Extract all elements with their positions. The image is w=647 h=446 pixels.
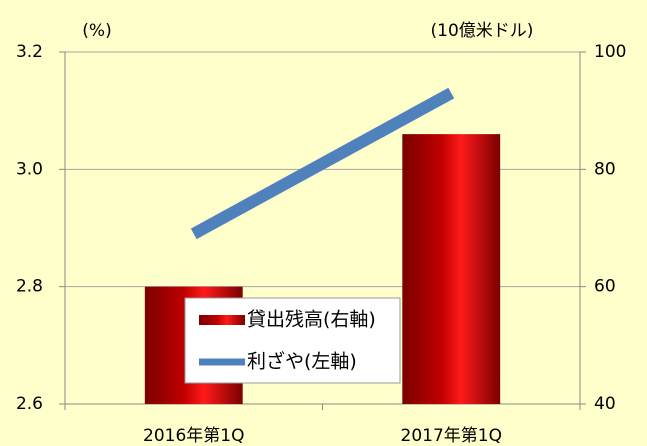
x-tick-label: 2016年第1Q — [143, 426, 244, 446]
y2-tick-label: 80 — [594, 159, 616, 179]
y-tick-label: 2.6 — [16, 394, 43, 414]
line — [190, 87, 455, 240]
y-tick-label: 2.8 — [16, 277, 43, 297]
legend-swatch — [199, 315, 245, 325]
y-axis-label: (%) — [82, 21, 111, 41]
legend-label: 利ざや(左軸) — [247, 350, 357, 373]
y2-tick-label: 40 — [594, 394, 616, 414]
bar — [402, 134, 501, 404]
legend-label: 貸出残高(右軸) — [247, 309, 376, 331]
legend-box — [184, 297, 401, 384]
y-tick-label: 3.2 — [16, 42, 43, 62]
x-tick-label: 2017年第1Q — [401, 426, 502, 446]
y2-tick-label: 100 — [594, 42, 626, 62]
y-tick-label: 3.0 — [16, 159, 43, 179]
y2-axis-label: (10億米ドル) — [431, 21, 534, 41]
y2-tick-label: 60 — [594, 277, 616, 297]
